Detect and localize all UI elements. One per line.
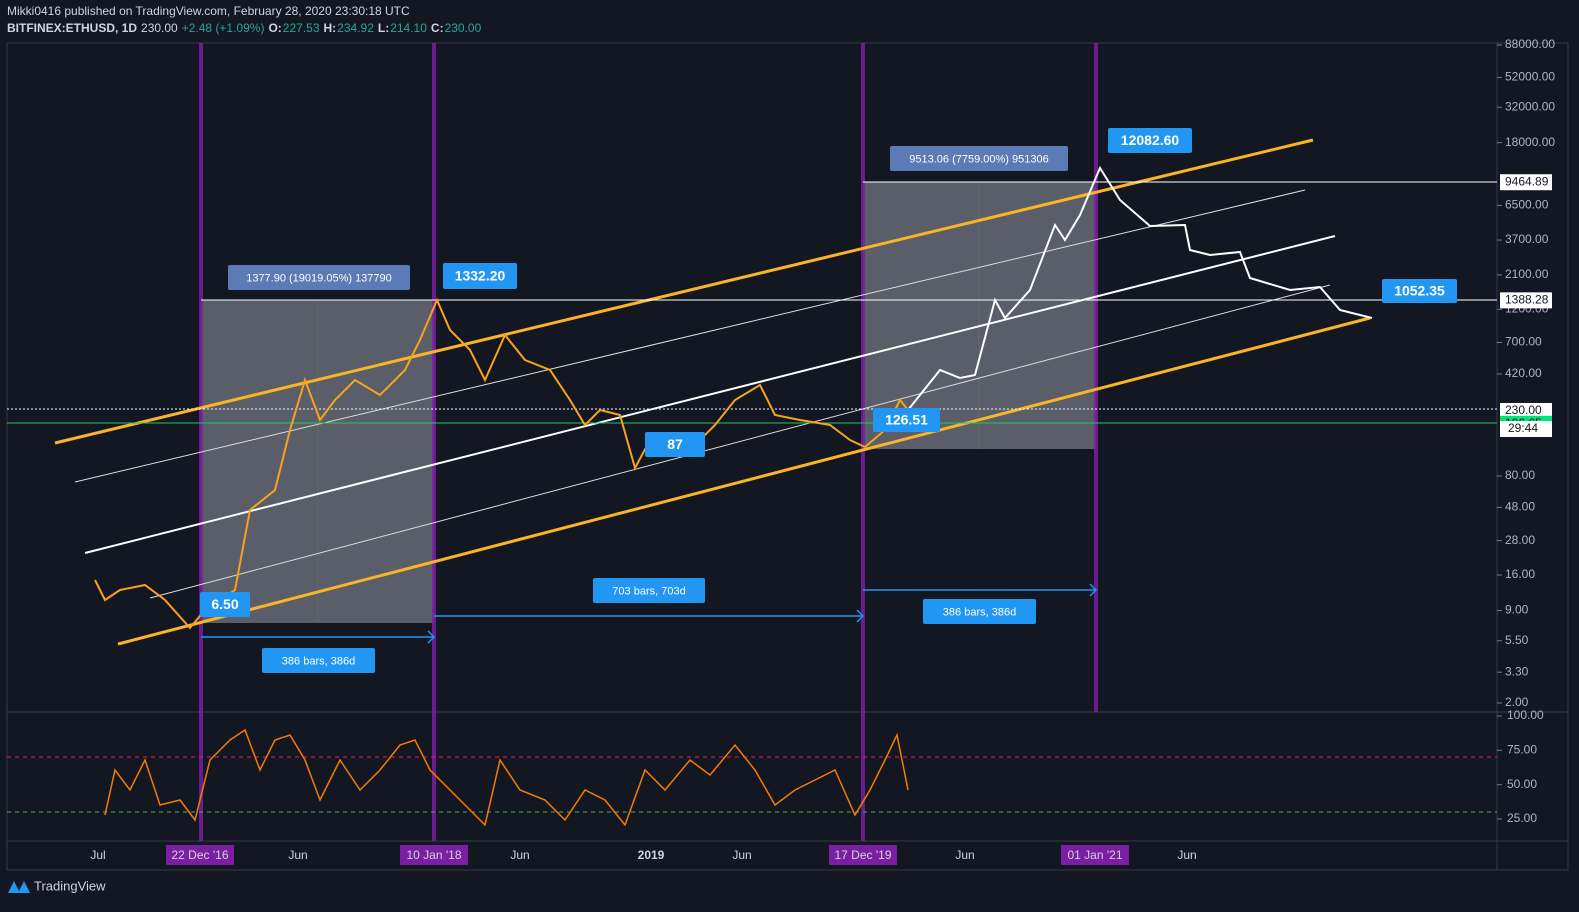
header-item: BITFINEX:ETHUSD, 1D [7, 21, 137, 35]
time-highlight [829, 845, 897, 865]
header-item: L: [378, 21, 389, 35]
time-label: 2019 [638, 848, 665, 862]
price-tick-label: 6500.00 [1505, 198, 1549, 212]
time-label: 01 Jan '21 [1067, 848, 1122, 862]
brand-logo [8, 881, 30, 893]
header-item: H: [324, 21, 337, 35]
rsi-tick-label: 25.00 [1507, 811, 1537, 825]
price-tick-label: 48.00 [1505, 500, 1535, 514]
time-axis: Jul 22 Dec '16 Jun 10 Jan '18 Jun 2019 Jun 17 D… [90, 845, 1197, 865]
annotation-box [923, 599, 1036, 624]
annotation-text: 9513.06 (7759.00%) 951306 [909, 153, 1048, 165]
rsi-tick-label: 50.00 [1507, 777, 1537, 791]
footer-brand: TradingView [34, 878, 106, 893]
price-badge-label: 230.00 [1505, 403, 1542, 417]
annotation-box [200, 592, 250, 617]
bar-arrows [201, 583, 1098, 644]
rsi-tick-label: 100.00 [1507, 708, 1544, 722]
annotation-text: 1377.90 (19019.05%) 137790 [246, 272, 392, 284]
frame [6, 42, 1569, 871]
channel-quarter [74, 189, 1306, 483]
annotation-box [1382, 279, 1457, 303]
countdown-badge [1500, 420, 1552, 437]
channel-bottom [117, 316, 1371, 646]
annotation-box [443, 263, 517, 289]
header-item: +2.48 (+1.09%) [182, 21, 265, 35]
price-badge [1500, 292, 1552, 309]
annotation-box [873, 408, 940, 432]
header-item: 230.00 [445, 21, 482, 35]
time-label: Jun [1177, 848, 1196, 862]
price-tick-label: 2.00 [1505, 695, 1529, 709]
price-tick-label: 28.00 [1505, 533, 1535, 547]
arrow [201, 630, 436, 644]
annotation-text: 12082.60 [1121, 132, 1180, 148]
header-item: C: [431, 21, 444, 35]
price-badge [1500, 402, 1552, 419]
annotation-text: 703 bars, 703d [612, 585, 685, 597]
time-highlight [166, 845, 234, 865]
rsi-tick-label: 75.00 [1507, 743, 1537, 757]
time-label: Jun [732, 848, 751, 862]
annotation-box [1108, 128, 1192, 153]
channel [7, 138, 1497, 646]
price-tick-label: 16.00 [1505, 567, 1535, 581]
header-item: 227.53 [283, 21, 320, 35]
header-item: 230.00 [141, 21, 178, 35]
arrow [863, 583, 1098, 597]
cycle-lines [199, 43, 1098, 841]
projection-path [907, 165, 1373, 411]
price-tick-label: 3.30 [1505, 664, 1529, 678]
price-tick-label: 420.00 [1505, 366, 1542, 380]
price-tick-label: 32000.00 [1505, 99, 1555, 113]
rsi-path [104, 728, 909, 827]
arrow [434, 609, 865, 623]
annotation-box [890, 146, 1068, 171]
publisher: Mikki0416 published on TradingView.com, … [7, 4, 410, 18]
price-tick-label: 2100.00 [1505, 267, 1549, 281]
price-tick-label: 9.00 [1505, 603, 1529, 617]
price-tick-label: 5.50 [1505, 633, 1529, 647]
price-tick-label: 80.00 [1505, 468, 1535, 482]
countdown: 29:44 [1508, 421, 1538, 435]
header-item: 214.10 [390, 21, 427, 35]
time-highlight [1061, 845, 1129, 865]
price-badge [1500, 174, 1552, 191]
channel-top [54, 138, 1314, 445]
price-tick-label: 18000.00 [1505, 135, 1555, 149]
annotation-text: 386 bars, 386d [282, 655, 355, 667]
time-label: Jun [955, 848, 974, 862]
annotation-text: 1332.20 [455, 268, 506, 284]
annotation-box [228, 265, 410, 290]
annotation-box [593, 578, 705, 603]
time-label: 17 Dec '19 [835, 848, 892, 862]
time-highlight [400, 845, 468, 865]
annotation-text: 6.50 [211, 596, 238, 612]
price-badge-label: 1388.28 [1505, 293, 1549, 307]
header-item: 234.92 [337, 21, 374, 35]
annotation-box [645, 432, 705, 457]
time-label: 22 Dec '16 [172, 848, 229, 862]
price-badge-label: 9464.89 [1505, 174, 1549, 188]
price-tick-label: 88000.00 [1505, 37, 1555, 51]
price-tick-label: 700.00 [1505, 335, 1542, 349]
price-path [94, 297, 909, 630]
annotation-text: 126.51 [885, 412, 928, 428]
price-tick-label: 3700.00 [1505, 232, 1549, 246]
annotation-text: 386 bars, 386d [943, 606, 1016, 618]
annotation-text: 1052.35 [1394, 283, 1445, 299]
time-label: Jun [288, 848, 307, 862]
annotation-box [262, 648, 375, 673]
time-label: 10 Jan '18 [406, 848, 461, 862]
time-label: Jul [90, 848, 105, 862]
header-item: O: [268, 21, 281, 35]
annotation-text: 87 [667, 436, 683, 452]
channel-mid [84, 235, 1336, 554]
time-label: Jun [510, 848, 529, 862]
channel-quarter [149, 284, 1331, 599]
price-tick-label: 52000.00 [1505, 70, 1555, 84]
